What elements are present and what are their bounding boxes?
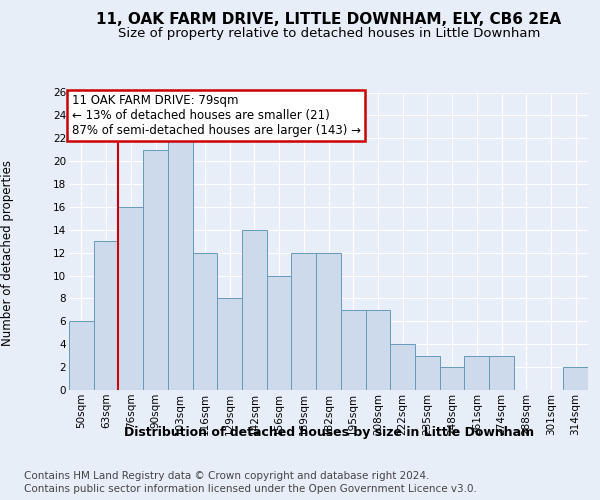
Bar [390,344,415,390]
Bar [242,230,267,390]
Bar [217,298,242,390]
Bar [292,252,316,390]
Bar [464,356,489,390]
Text: Distribution of detached houses by size in Little Downham: Distribution of detached houses by size … [124,426,534,439]
Text: Number of detached properties: Number of detached properties [1,160,14,346]
Bar [267,276,292,390]
Text: Contains public sector information licensed under the Open Government Licence v3: Contains public sector information licen… [24,484,477,494]
Bar [193,252,217,390]
Bar [563,367,588,390]
Text: Contains HM Land Registry data © Crown copyright and database right 2024.: Contains HM Land Registry data © Crown c… [24,471,430,481]
Bar [341,310,365,390]
Bar [440,367,464,390]
Bar [69,322,94,390]
Bar [143,150,168,390]
Bar [489,356,514,390]
Bar [365,310,390,390]
Bar [168,138,193,390]
Bar [118,207,143,390]
Text: Size of property relative to detached houses in Little Downham: Size of property relative to detached ho… [118,28,540,40]
Bar [415,356,440,390]
Text: 11 OAK FARM DRIVE: 79sqm
← 13% of detached houses are smaller (21)
87% of semi-d: 11 OAK FARM DRIVE: 79sqm ← 13% of detach… [71,94,361,137]
Bar [94,242,118,390]
Bar [316,252,341,390]
Text: 11, OAK FARM DRIVE, LITTLE DOWNHAM, ELY, CB6 2EA: 11, OAK FARM DRIVE, LITTLE DOWNHAM, ELY,… [96,12,562,28]
